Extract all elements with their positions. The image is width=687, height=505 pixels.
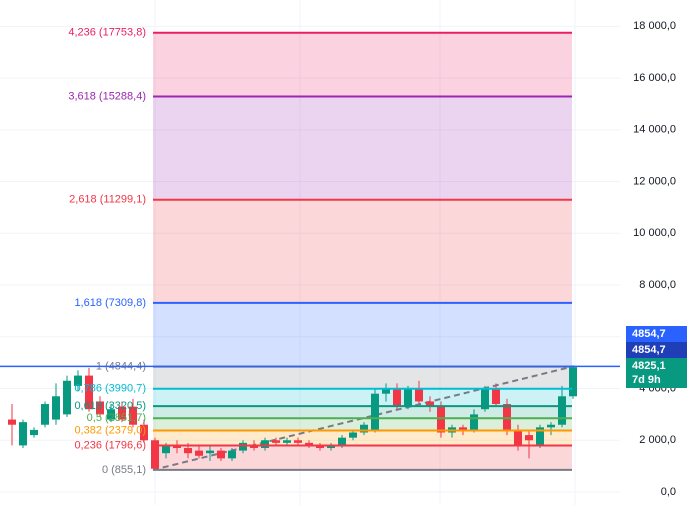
fib-label: 0,618 (3320,5) — [74, 400, 146, 412]
candle-body — [470, 414, 478, 430]
price-tag-label: 4854,7 — [632, 344, 666, 356]
candle-body — [547, 424, 555, 428]
candle-body — [514, 429, 522, 446]
y-tick-label: 2 000,0 — [639, 434, 676, 446]
candle-body — [426, 401, 434, 407]
candle-body — [525, 435, 533, 441]
y-tick-label: 18 000,0 — [633, 20, 676, 32]
y-tick-label: 10 000,0 — [633, 227, 676, 239]
candle-body — [558, 396, 566, 425]
candle-body — [459, 427, 467, 430]
price-tag-label: 7d 9h — [632, 374, 661, 386]
candle-body — [140, 424, 148, 441]
candle-body — [173, 445, 181, 449]
y-tick-label: 14 000,0 — [633, 124, 676, 136]
candle-body — [327, 445, 335, 449]
candle-body — [338, 437, 346, 446]
candle-body — [360, 424, 368, 433]
candle-body — [283, 440, 291, 443]
fib-zone — [153, 418, 572, 431]
fib-zone — [153, 388, 572, 407]
candle-body — [118, 406, 126, 420]
candle-body — [239, 442, 247, 451]
candle-body — [151, 440, 159, 469]
candle-body — [415, 388, 423, 402]
candle-body — [316, 445, 324, 449]
fib-zone — [153, 406, 572, 419]
fib-label: 0,5 (2851,7) — [87, 412, 146, 424]
fib-label: 3,618 (15288,4) — [68, 90, 146, 102]
price-tag-label: 4854,7 — [632, 328, 666, 340]
candle-body — [52, 396, 60, 420]
fib-zone — [153, 430, 572, 446]
candle-body — [404, 388, 412, 407]
candle-body — [294, 440, 302, 443]
price-tag — [626, 326, 687, 342]
candle-body — [195, 450, 203, 456]
fib-zone — [153, 445, 572, 470]
candle-body — [437, 406, 445, 433]
fib-label: 2,618 (11299,1) — [69, 194, 146, 206]
candle-body — [30, 429, 38, 436]
fib-label: 0,382 (2379,0) — [74, 424, 146, 436]
candle-body — [393, 388, 401, 407]
candle-body — [349, 432, 357, 438]
fib-zone — [153, 96, 572, 200]
y-tick-label: 0,0 — [661, 486, 676, 498]
fib-zone — [153, 366, 572, 389]
candle-body — [85, 375, 93, 410]
candle-body — [481, 388, 489, 410]
price-tag-label: 4825,1 — [632, 360, 666, 372]
candle-body — [96, 401, 104, 415]
candle-body — [305, 442, 313, 446]
y-tick-label: 12 000,0 — [633, 175, 676, 187]
candle-body — [536, 427, 544, 446]
candle-body — [228, 450, 236, 459]
candle-body — [382, 388, 390, 394]
fib-label: 0,236 (1796,6) — [74, 439, 146, 451]
y-tick-label: 8 000,0 — [639, 279, 676, 291]
candle-body — [19, 422, 27, 446]
candle-body — [250, 445, 258, 449]
y-tick-label: 16 000,0 — [633, 72, 676, 84]
candle-body — [162, 445, 170, 454]
candle-body — [217, 450, 225, 459]
candle-body — [129, 406, 137, 425]
fib-label: 0 (855,1) — [102, 464, 146, 476]
candle-body — [492, 388, 500, 405]
candle-body — [371, 393, 379, 430]
fib-zone — [153, 32, 572, 97]
price-tag — [626, 342, 687, 358]
candle-body — [8, 419, 16, 425]
price-tag — [626, 372, 687, 388]
candle-body — [74, 375, 82, 386]
fib-zone — [153, 199, 572, 303]
candle-body — [206, 450, 214, 454]
candle-body — [272, 440, 280, 443]
candle-body — [569, 367, 577, 397]
candle-body — [63, 380, 71, 415]
candle-body — [41, 404, 49, 425]
fib-label: 1,618 (7309,8) — [74, 297, 146, 309]
fib-zone — [153, 302, 572, 367]
candle-body — [107, 409, 115, 420]
candle-body — [184, 448, 192, 454]
candle-body — [261, 440, 269, 449]
candle-body — [503, 404, 511, 430]
fib-label: 0,786 (3990,7) — [74, 383, 146, 395]
fib-label: 4,236 (17753,8) — [68, 27, 146, 39]
price-tag — [626, 358, 687, 374]
